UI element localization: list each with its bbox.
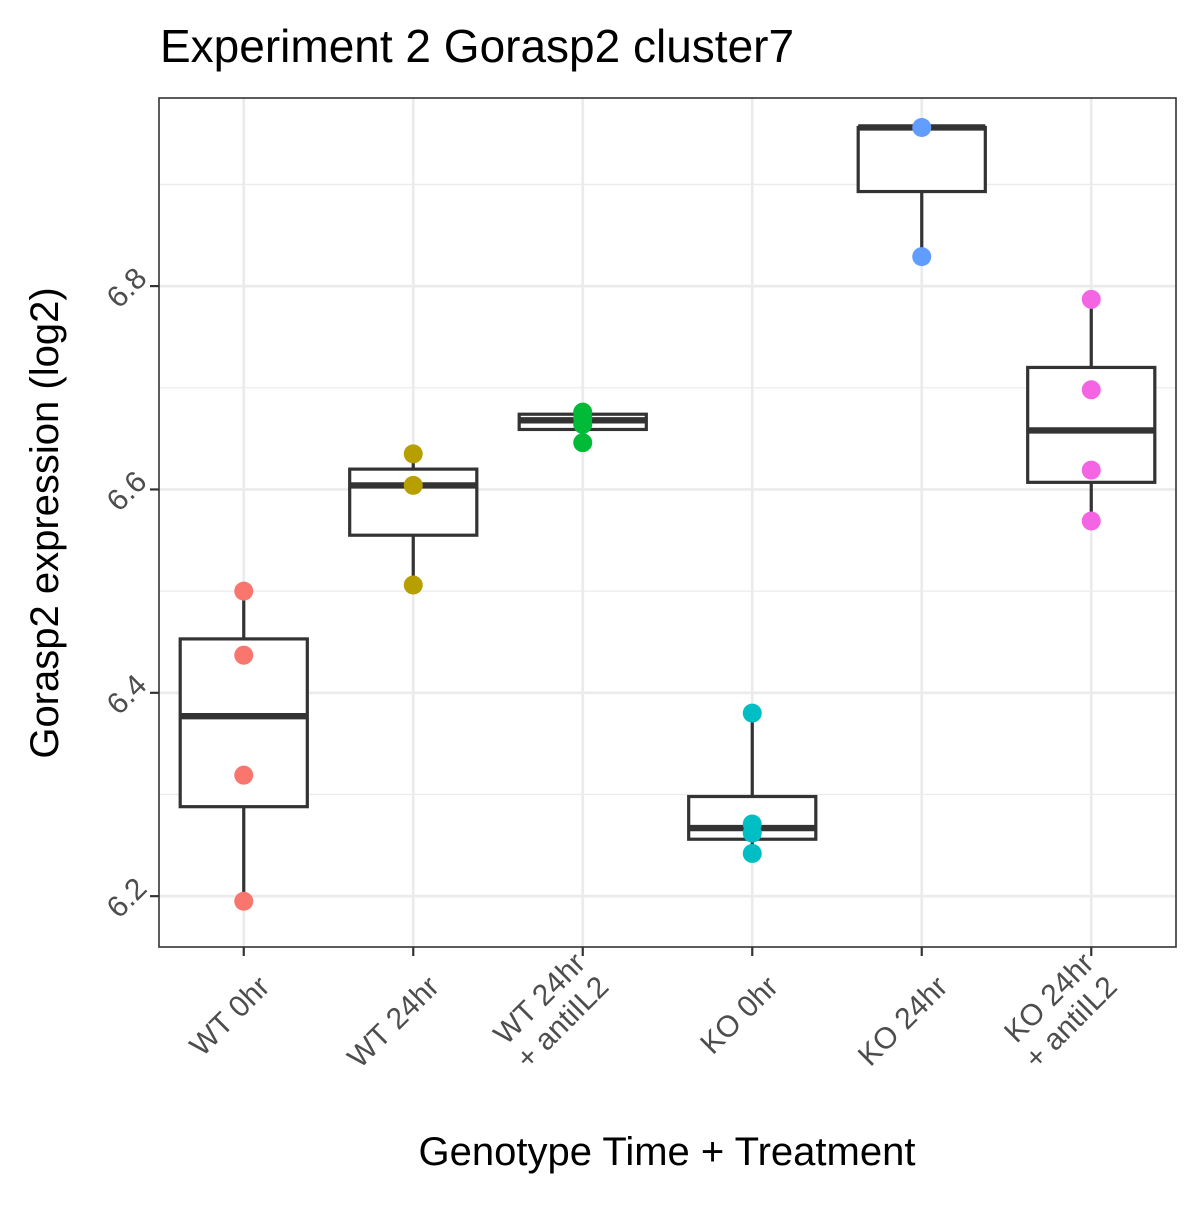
chart-title: Experiment 2 Gorasp2 cluster7 (160, 20, 794, 72)
data-point (234, 891, 254, 911)
x-tick-label-line: WT 0hr (184, 970, 276, 1062)
data-point (234, 765, 254, 785)
data-point (912, 247, 932, 267)
data-point (234, 645, 254, 665)
panel-background (159, 98, 1176, 947)
x-tick-label: WT 0hr (184, 970, 276, 1062)
x-tick-label: KO 24hr (852, 970, 954, 1072)
data-point (742, 703, 762, 723)
data-point (742, 843, 762, 863)
x-tick-label: WT 24hr (341, 970, 445, 1074)
data-point (403, 444, 423, 464)
data-point (912, 117, 932, 137)
x-tick-label-line: KO 0hr (694, 970, 785, 1061)
data-point (573, 433, 593, 453)
data-point (234, 581, 254, 601)
y-tick-label: 6.4 (101, 668, 154, 721)
x-axis-title: Genotype Time + Treatment (419, 1130, 916, 1174)
data-point (403, 475, 423, 495)
x-tick-label-line: KO 24hr (852, 970, 954, 1072)
panel-border (158, 97, 1177, 948)
data-point (1081, 460, 1101, 480)
y-tick-label: 6.8 (101, 262, 154, 315)
data-point (403, 575, 423, 595)
x-tick-label: KO 0hr (694, 970, 785, 1061)
y-axis-title: Gorasp2 expression (log2) (23, 287, 67, 758)
data-point (573, 414, 593, 434)
x-tick-label: WT 24hr+ antiIL2 (487, 947, 616, 1076)
plot-panel: 6.2 6.4 6.6 6.8 WT 0hr WT 24hr WT 24hr+ antiIL… (101, 97, 1177, 1076)
data-point (1081, 289, 1101, 309)
data-point (1081, 511, 1101, 531)
y-tick-label: 6.6 (101, 465, 154, 518)
x-tick-label-line: WT 24hr (341, 970, 445, 1074)
data-point (1081, 380, 1101, 400)
x-tick-label: KO 24hr+ antiIL2 (995, 947, 1124, 1076)
box (856, 125, 987, 194)
data-point (742, 823, 762, 843)
y-tick-label: 6.2 (101, 872, 154, 925)
